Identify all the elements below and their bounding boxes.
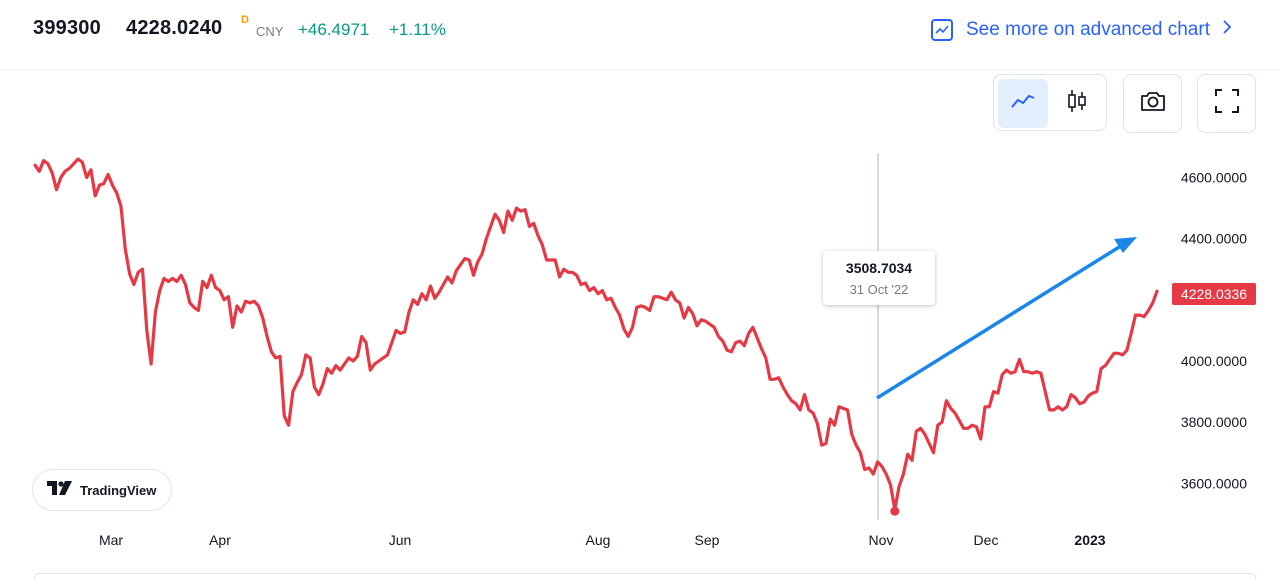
line-chart-icon — [1010, 92, 1036, 115]
last-price: 4228.0240 — [126, 17, 223, 39]
crosshair-point — [890, 506, 900, 516]
x-tick-label: Nov — [869, 532, 894, 548]
chart-line-icon — [931, 19, 953, 41]
tradingview-label: TradingView — [80, 482, 157, 498]
chevron-right-icon — [1222, 19, 1232, 41]
candlestick-button[interactable] — [1052, 79, 1102, 128]
y-tick-label: 3600.0000 — [1181, 475, 1247, 491]
x-tick-label: Sep — [695, 532, 720, 548]
arrow-shaft — [876, 242, 1125, 400]
last-price-label: 4228.0336 — [1172, 283, 1256, 305]
delayed-flag: D — [241, 14, 249, 26]
currency-label: CNY — [256, 24, 284, 39]
tradingview-badge[interactable]: TradingView — [32, 469, 172, 511]
x-tick-label: Aug — [586, 532, 611, 548]
x-tick-label: Dec — [974, 532, 999, 548]
tradingview-logo-icon — [47, 480, 73, 500]
tooltip-value: 3508.7034 — [845, 260, 913, 276]
y-tick-label: 4400.0000 — [1181, 231, 1247, 247]
chart-type-toggle — [993, 74, 1107, 131]
y-tick-label: 4000.0000 — [1181, 353, 1247, 369]
price-line — [33, 157, 1159, 511]
x-axis: Mar Apr Jun Aug Sep Nov Dec 2023 — [99, 532, 1106, 548]
line-chart-button[interactable] — [998, 79, 1048, 128]
x-tick-label: Mar — [99, 532, 123, 548]
arrow-head — [1114, 237, 1137, 253]
header-bar: 399300 4228.0240 D CNY +46.4971 +1.11% S… — [0, 0, 1280, 70]
symbol-ticker[interactable]: 399300 — [33, 17, 101, 39]
y-tick-label: 3800.0000 — [1181, 414, 1247, 430]
price-change: +46.4971 — [298, 20, 370, 39]
x-tick-label: Apr — [209, 532, 231, 548]
candlestick-icon — [1067, 88, 1087, 119]
fullscreen-icon — [1214, 88, 1240, 119]
advanced-chart-link[interactable]: See more on advanced chart — [931, 16, 1232, 44]
price-change-percent: +1.11% — [389, 20, 446, 39]
trend-arrow[interactable] — [876, 237, 1137, 400]
screenshot-button[interactable] — [1123, 74, 1182, 133]
advanced-chart-label: See more on advanced chart — [966, 19, 1210, 40]
camera-icon — [1139, 89, 1167, 118]
crosshair-tooltip: 3508.7034 31 Oct '22 — [823, 251, 935, 305]
x-tick-label: 2023 — [1074, 532, 1105, 548]
y-tick-label: 4600.0000 — [1181, 169, 1247, 185]
y-axis: 4600.00004400.00004200.00004000.00003800… — [1181, 169, 1247, 491]
bottom-panel-edge — [34, 573, 1256, 579]
x-tick-label: Jun — [389, 532, 412, 548]
tooltip-date: 31 Oct '22 — [849, 282, 909, 297]
fullscreen-button[interactable] — [1197, 74, 1256, 133]
